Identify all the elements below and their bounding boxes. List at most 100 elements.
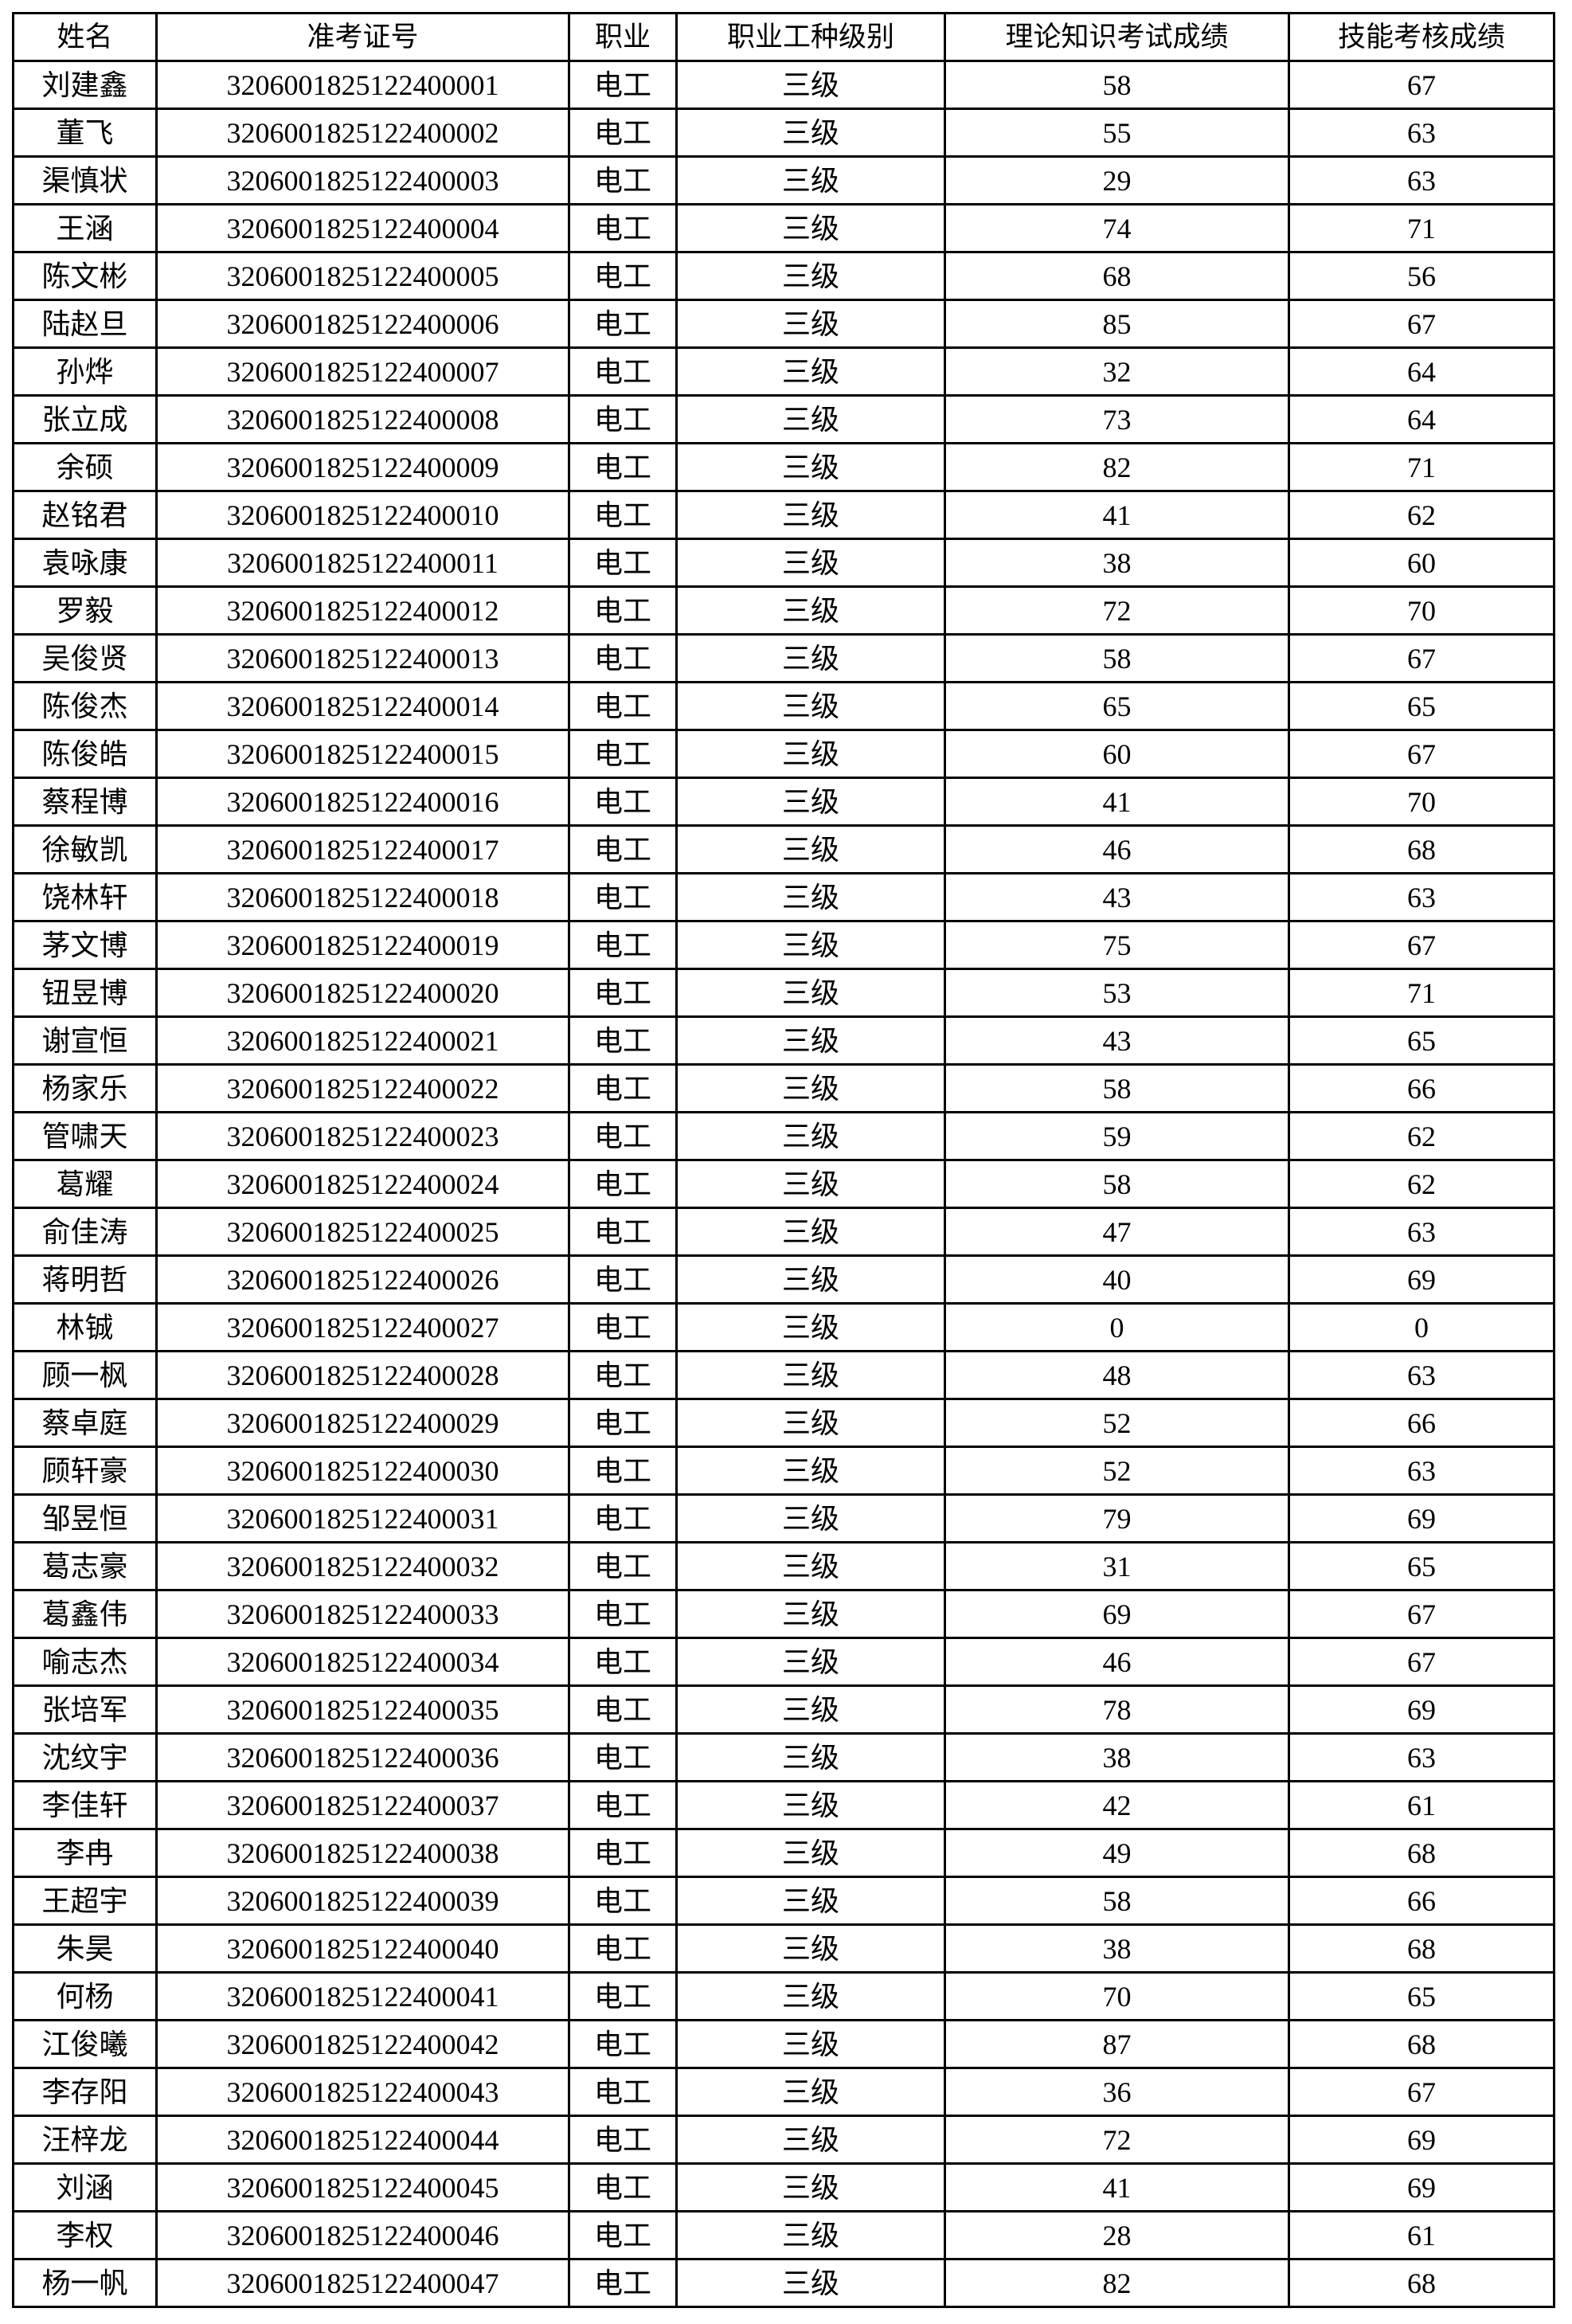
header-occupation-level: 职业工种级别 [675, 12, 946, 62]
occupation-cell: 电工 [568, 1063, 678, 1113]
table-row: 沈纹宇 3206001825122400036 电工 三级 38 63 [12, 1732, 1555, 1782]
ticket-number-cell: 3206001825122400034 [155, 1637, 570, 1687]
table-row: 王超宇 3206001825122400039 电工 三级 58 66 [12, 1876, 1555, 1926]
ticket-number-cell: 3206001825122400028 [155, 1350, 570, 1400]
skill-score-cell: 62 [1288, 1159, 1555, 1209]
skill-score-cell: 63 [1288, 872, 1555, 922]
occupation-cell: 电工 [568, 346, 678, 397]
occupation-level-cell: 三级 [675, 729, 946, 779]
occupation-level-cell: 三级 [675, 2067, 946, 2117]
name-cell: 徐敏凯 [12, 824, 158, 874]
results-table-body: 刘建鑫 3206001825122400001 电工 三级 58 67 董飞 32060018… [12, 60, 1555, 2308]
name-cell: 茅文博 [12, 920, 158, 970]
occupation-cell: 电工 [568, 1589, 678, 1639]
occupation-level-cell: 三级 [675, 1111, 946, 1161]
table-row: 袁咏康 3206001825122400011 电工 三级 38 60 [12, 538, 1555, 588]
occupation-cell: 电工 [568, 585, 678, 636]
name-cell: 顾轩豪 [12, 1446, 158, 1496]
skill-score-cell: 64 [1288, 394, 1555, 444]
skill-score-cell: 67 [1288, 2067, 1555, 2117]
ticket-number-cell: 3206001825122400023 [155, 1111, 570, 1161]
name-cell: 余硕 [12, 442, 158, 492]
occupation-level-cell: 三级 [675, 538, 946, 588]
occupation-level-cell: 三级 [675, 1923, 946, 1974]
occupation-level-cell: 三级 [675, 394, 946, 444]
ticket-number-cell: 3206001825122400027 [155, 1302, 570, 1352]
occupation-cell: 电工 [568, 1398, 678, 1448]
occupation-cell: 电工 [568, 1015, 678, 1066]
name-cell: 陈俊杰 [12, 681, 158, 731]
theory-score-cell: 72 [944, 585, 1290, 636]
occupation-cell: 电工 [568, 1159, 678, 1209]
theory-score-cell: 43 [944, 872, 1290, 922]
theory-score-cell: 53 [944, 968, 1290, 1018]
table-row: 赵铭君 3206001825122400010 电工 三级 41 62 [12, 490, 1555, 540]
theory-score-cell: 42 [944, 1780, 1290, 1830]
skill-score-cell: 63 [1288, 1732, 1555, 1782]
theory-score-cell: 58 [944, 1159, 1290, 1209]
theory-score-cell: 58 [944, 60, 1290, 110]
occupation-cell: 电工 [568, 777, 678, 827]
skill-score-cell: 67 [1288, 920, 1555, 970]
skill-score-cell: 65 [1288, 681, 1555, 731]
occupation-cell: 电工 [568, 1684, 678, 1735]
ticket-number-cell: 3206001825122400044 [155, 2115, 570, 2165]
theory-score-cell: 28 [944, 2210, 1290, 2260]
name-cell: 邹昱恒 [12, 1493, 158, 1543]
skill-score-cell: 68 [1288, 1923, 1555, 1974]
ticket-number-cell: 3206001825122400025 [155, 1207, 570, 1257]
ticket-number-cell: 3206001825122400004 [155, 203, 570, 253]
table-row: 顾一枫 3206001825122400028 电工 三级 48 63 [12, 1350, 1555, 1400]
occupation-cell: 电工 [568, 1923, 678, 1974]
occupation-cell: 电工 [568, 872, 678, 922]
theory-score-cell: 41 [944, 777, 1290, 827]
occupation-level-cell: 三级 [675, 681, 946, 731]
occupation-level-cell: 三级 [675, 872, 946, 922]
name-cell: 沈纹宇 [12, 1732, 158, 1782]
occupation-level-cell: 三级 [675, 585, 946, 636]
occupation-cell: 电工 [568, 1302, 678, 1352]
table-row: 钮昱博 3206001825122400020 电工 三级 53 71 [12, 968, 1555, 1018]
theory-score-cell: 46 [944, 1637, 1290, 1687]
skill-score-cell: 65 [1288, 1541, 1555, 1591]
occupation-cell: 电工 [568, 1828, 678, 1878]
name-cell: 杨一帆 [12, 2258, 158, 2308]
name-cell: 朱昊 [12, 1923, 158, 1974]
theory-score-cell: 79 [944, 1493, 1290, 1543]
table-row: 陈俊皓 3206001825122400015 电工 三级 60 67 [12, 729, 1555, 779]
table-row: 蒋明哲 3206001825122400026 电工 三级 40 69 [12, 1254, 1555, 1305]
skill-score-cell: 67 [1288, 60, 1555, 110]
table-row: 葛志豪 3206001825122400032 电工 三级 31 65 [12, 1541, 1555, 1591]
ticket-number-cell: 3206001825122400002 [155, 108, 570, 158]
occupation-level-cell: 三级 [675, 203, 946, 253]
occupation-level-cell: 三级 [675, 968, 946, 1018]
theory-score-cell: 69 [944, 1589, 1290, 1639]
theory-score-cell: 46 [944, 824, 1290, 874]
occupation-cell: 电工 [568, 2019, 678, 2069]
theory-score-cell: 73 [944, 394, 1290, 444]
skill-score-cell: 67 [1288, 1637, 1555, 1687]
theory-score-cell: 38 [944, 1923, 1290, 1974]
name-cell: 俞佳涛 [12, 1207, 158, 1257]
ticket-number-cell: 3206001825122400024 [155, 1159, 570, 1209]
name-cell: 张培军 [12, 1684, 158, 1735]
skill-score-cell: 62 [1288, 1111, 1555, 1161]
table-row: 汪梓龙 3206001825122400044 电工 三级 72 69 [12, 2115, 1555, 2165]
table-row: 杨一帆 3206001825122400047 电工 三级 82 68 [12, 2258, 1555, 2308]
occupation-level-cell: 三级 [675, 1541, 946, 1591]
name-cell: 葛志豪 [12, 1541, 158, 1591]
name-cell: 王超宇 [12, 1876, 158, 1926]
theory-score-cell: 52 [944, 1446, 1290, 1496]
header-skill-score: 技能考核成绩 [1288, 12, 1555, 62]
skill-score-cell: 67 [1288, 299, 1555, 349]
occupation-cell: 电工 [568, 251, 678, 301]
skill-score-cell: 69 [1288, 2162, 1555, 2212]
table-row: 张培军 3206001825122400035 电工 三级 78 69 [12, 1684, 1555, 1735]
name-cell: 汪梓龙 [12, 2115, 158, 2165]
name-cell: 江俊曦 [12, 2019, 158, 2069]
skill-score-cell: 70 [1288, 777, 1555, 827]
occupation-level-cell: 三级 [675, 1971, 946, 2021]
table-row: 谢宣恒 3206001825122400021 电工 三级 43 65 [12, 1015, 1555, 1066]
table-row: 何杨 3206001825122400041 电工 三级 70 65 [12, 1971, 1555, 2021]
table-row: 刘涵 3206001825122400045 电工 三级 41 69 [12, 2162, 1555, 2212]
